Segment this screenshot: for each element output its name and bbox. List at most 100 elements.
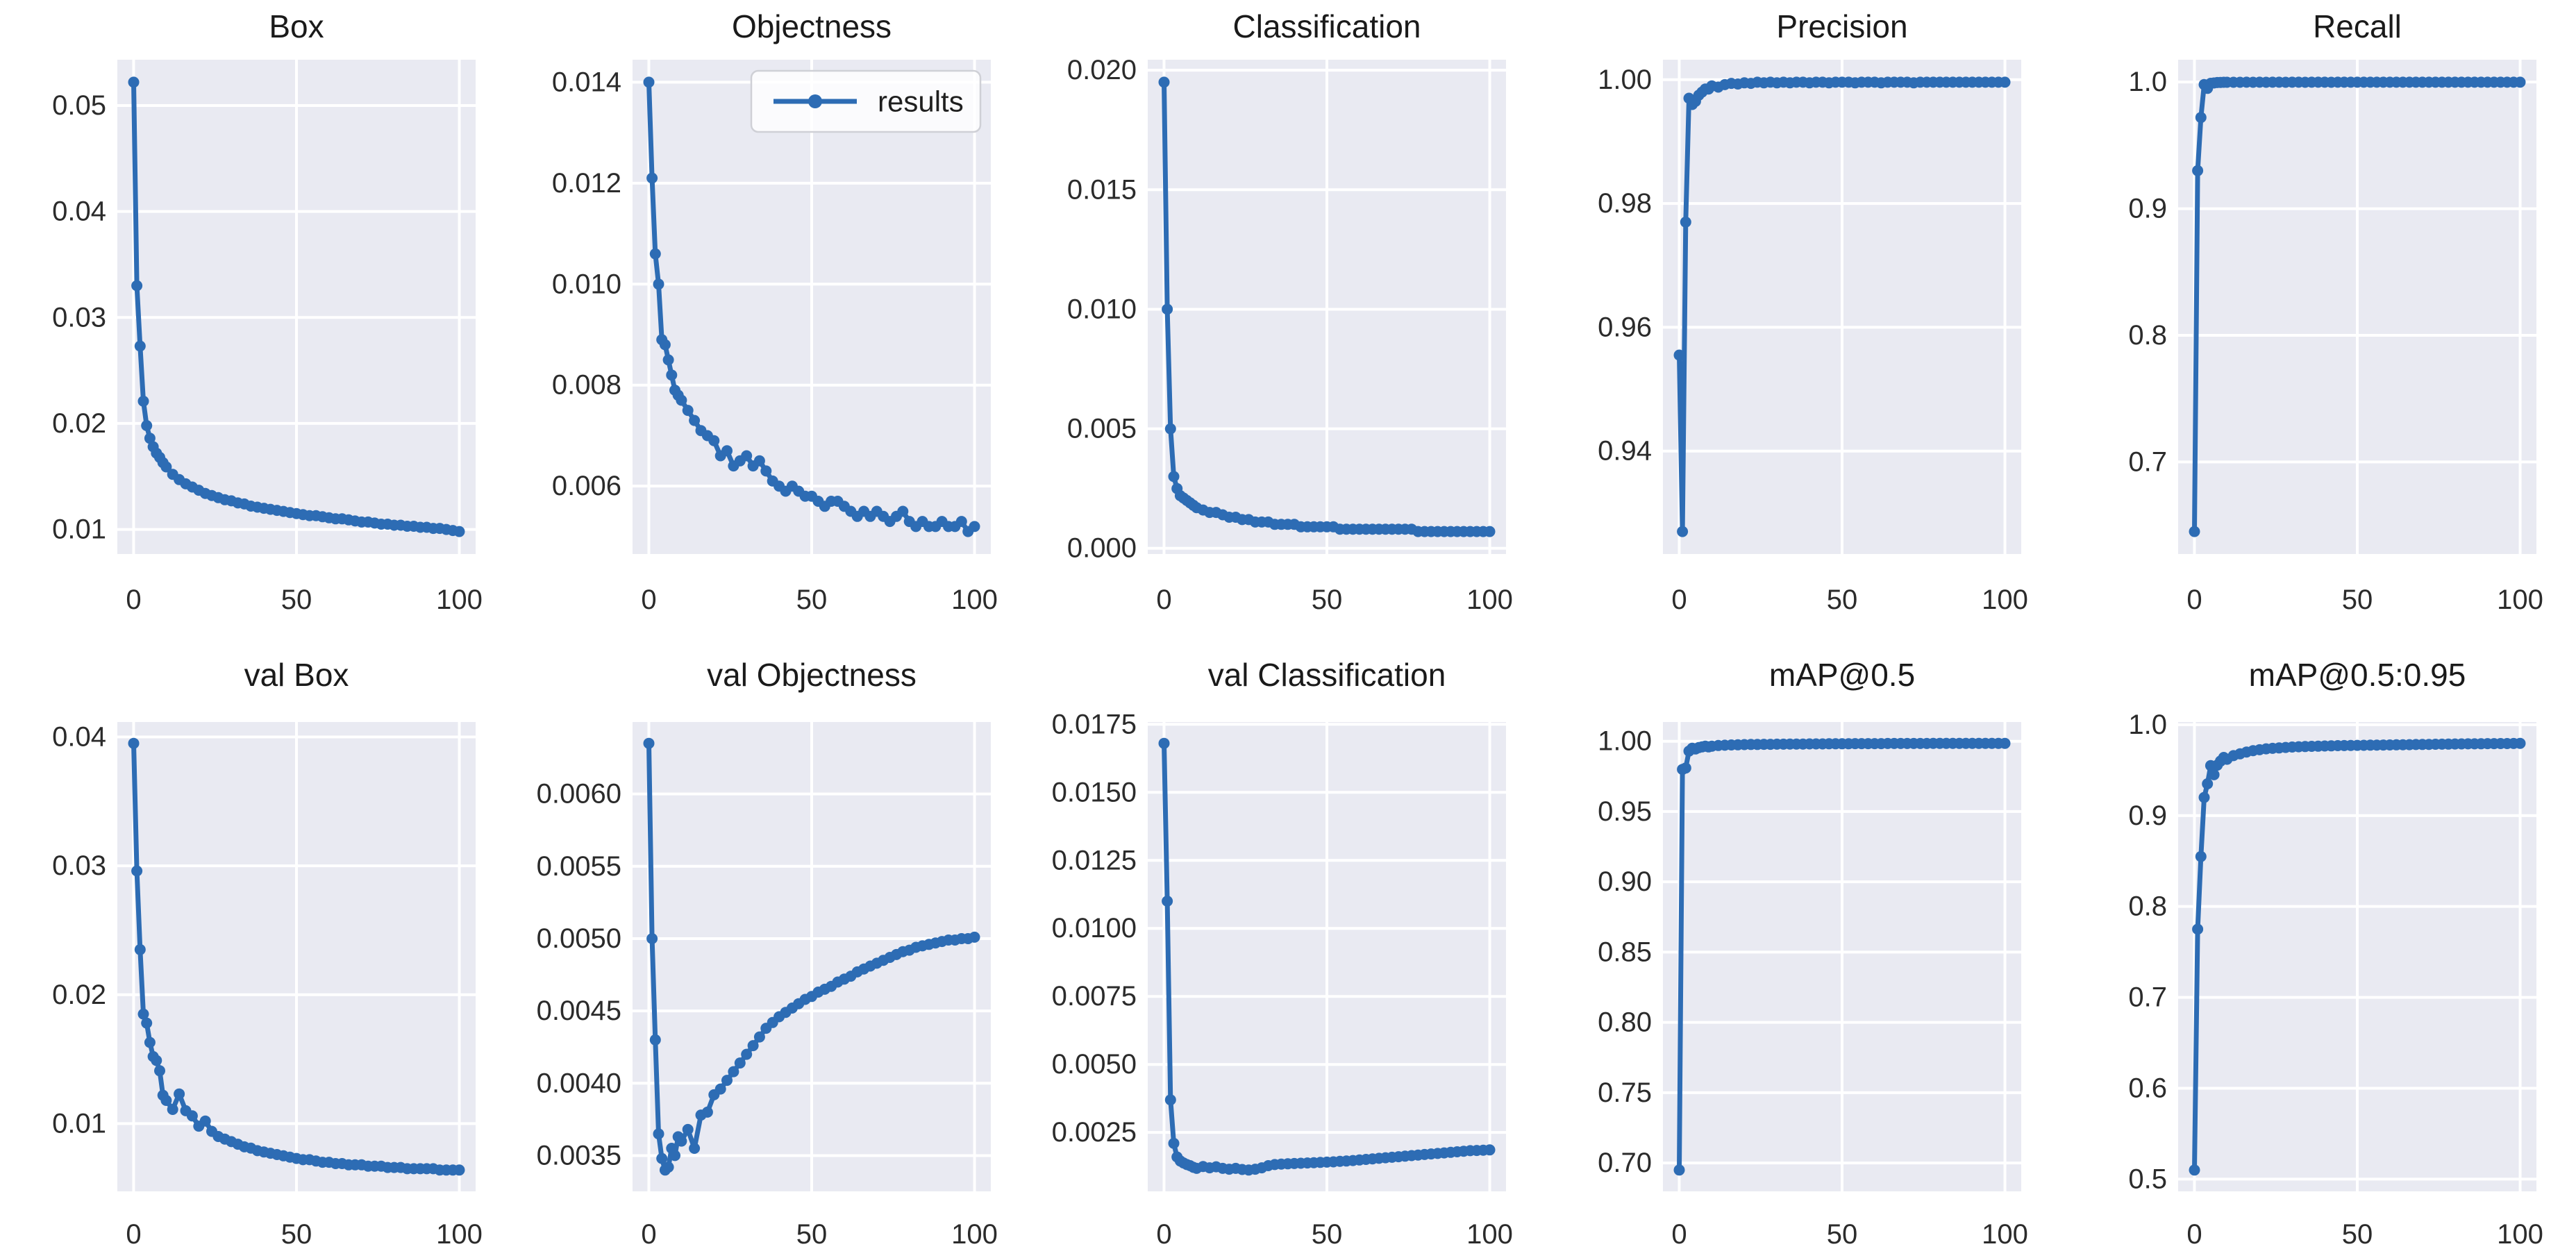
data-point-marker [734, 1057, 746, 1069]
data-point-marker [760, 465, 772, 477]
x-tick-label: 50 [796, 585, 828, 615]
x-tick-label: 0 [641, 1219, 656, 1250]
y-tick-label: 0.0150 [1052, 777, 1137, 807]
subplot-val-classification: 0 50 100 0.0025 0.0050 0.0075 0.0100 0.0125 0.01… [1030, 629, 1546, 1258]
y-tick-label: 1.0 [2128, 710, 2167, 740]
data-point-marker [1158, 76, 1170, 88]
data-point-marker [1162, 896, 1173, 907]
data-point-marker [1484, 526, 1496, 537]
data-point-marker [2189, 526, 2200, 537]
x-tick-label: 100 [1982, 585, 2028, 615]
data-point-marker [2192, 165, 2204, 176]
data-point-marker [1999, 737, 2011, 749]
data-point-marker [1677, 526, 1689, 537]
data-point-marker [649, 1034, 661, 1046]
chart-canvas-map50: 0 50 100 0.70 0.75 0.80 0.85 0.90 0.95 1.00 [1598, 722, 2028, 1250]
data-point-marker [2208, 769, 2220, 780]
data-point-marker [1673, 349, 1685, 361]
y-tick-label: 0.5 [2128, 1164, 2167, 1194]
y-tick-label: 0.0075 [1052, 981, 1137, 1012]
data-point-marker [646, 172, 658, 184]
x-tick-label: 50 [2342, 585, 2373, 615]
y-tick-label: 0.020 [1067, 55, 1137, 85]
data-point-marker [653, 278, 664, 290]
data-point-marker [701, 1106, 713, 1118]
y-tick-label: 0.0025 [1052, 1117, 1137, 1148]
x-tick-label: 50 [1827, 585, 1858, 615]
data-point-marker [453, 1164, 465, 1176]
y-tick-label: 0.0050 [537, 923, 621, 954]
subplot-val-box: 0 50 100 0.01 0.02 0.03 0.04 val Box [0, 629, 515, 1258]
data-point-marker [676, 1135, 687, 1147]
y-tick-label: 1.00 [1598, 726, 1652, 757]
y-tick-label: 0.90 [1598, 866, 1652, 897]
y-tick-label: 1.0 [2128, 67, 2167, 97]
data-point-marker [753, 1031, 765, 1043]
data-point-marker [747, 1040, 759, 1052]
data-point-marker [167, 1104, 178, 1115]
x-tick-label: 0 [2186, 585, 2202, 615]
y-tick-label: 0.05 [52, 90, 106, 121]
data-point-marker [134, 944, 146, 955]
x-tick-label: 0 [1671, 1219, 1687, 1250]
y-tick-label: 0.9 [2128, 800, 2167, 831]
chart-canvas-precision: 0 50 100 0.94 0.96 0.98 1.00 [1598, 60, 2028, 615]
data-point-marker [666, 369, 678, 381]
x-tick-label: 50 [1312, 585, 1343, 615]
data-point-marker [1162, 303, 1173, 315]
data-point-marker [653, 1128, 664, 1140]
chart-title-val-objectness: val Objectness [707, 657, 917, 693]
data-point-marker [721, 445, 733, 457]
data-point-marker [2198, 791, 2210, 803]
y-tick-label: 0.6 [2128, 1073, 2167, 1103]
x-tick-label: 100 [2497, 1219, 2543, 1250]
y-tick-label: 0.0055 [537, 851, 621, 882]
x-tick-label: 0 [1671, 585, 1687, 615]
chart-canvas-box: 0 50 100 0.01 0.02 0.03 0.04 0.05 [52, 60, 483, 615]
subplot-box: 0 50 100 0.01 0.02 0.03 0.04 0.05 Box [0, 0, 515, 629]
data-point-marker [186, 1110, 198, 1122]
chart-canvas-objectness: 0 50 100 0.006 0.008 0.010 0.012 0.014 results [552, 60, 998, 615]
y-tick-label: 0.02 [52, 408, 106, 439]
data-point-marker [1484, 1144, 1496, 1156]
x-tick-label: 100 [2497, 585, 2543, 615]
data-point-marker [1168, 1137, 1180, 1149]
x-tick-label: 50 [796, 1219, 828, 1250]
data-point-marker [137, 1008, 149, 1020]
data-point-marker [453, 526, 465, 537]
data-point-marker [721, 1075, 733, 1087]
data-point-marker [643, 76, 655, 88]
data-point-marker [160, 461, 172, 473]
data-point-marker [662, 1161, 674, 1173]
x-tick-label: 50 [2342, 1219, 2373, 1250]
y-tick-label: 0.0040 [537, 1068, 621, 1098]
data-point-marker [1999, 76, 2011, 88]
y-tick-label: 0.0100 [1052, 913, 1137, 944]
data-point-marker [969, 521, 980, 532]
x-tick-label: 0 [126, 1219, 141, 1250]
x-tick-label: 50 [1827, 1219, 1858, 1250]
x-tick-label: 100 [1466, 585, 1513, 615]
x-tick-label: 100 [951, 1219, 998, 1250]
data-point-marker [144, 1037, 156, 1048]
data-point-marker [131, 865, 143, 877]
y-tick-label: 0.010 [552, 269, 621, 299]
data-point-marker [656, 1152, 668, 1164]
data-point-marker [1164, 423, 1176, 435]
y-tick-label: 0.03 [52, 302, 106, 333]
data-point-marker [1680, 762, 1691, 774]
data-point-marker [2189, 1164, 2200, 1176]
data-point-marker [643, 737, 655, 749]
y-tick-label: 0.005 [1067, 414, 1137, 444]
data-point-marker [1168, 471, 1180, 483]
y-tick-label: 0.000 [1067, 533, 1137, 564]
y-tick-label: 0.0045 [537, 996, 621, 1026]
data-point-marker [2195, 850, 2207, 862]
legend-label: results [878, 85, 964, 118]
x-tick-label: 0 [2186, 1219, 2202, 1250]
x-tick-label: 0 [126, 585, 141, 615]
x-tick-label: 100 [436, 1219, 483, 1250]
chart-canvas-val-box: 0 50 100 0.01 0.02 0.03 0.04 [52, 721, 483, 1250]
chart-title-box: Box [269, 8, 324, 44]
data-point-marker [151, 1055, 162, 1066]
